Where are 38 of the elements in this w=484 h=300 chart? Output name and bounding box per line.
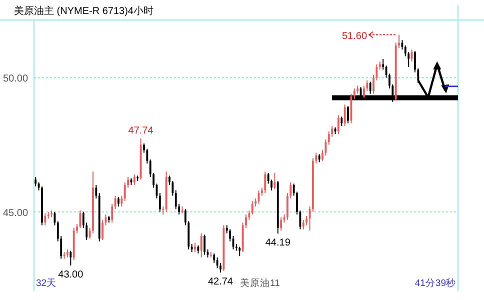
candlestick xyxy=(204,234,206,256)
annotation: 美原油11 xyxy=(240,277,280,289)
candlestick xyxy=(216,256,218,269)
candlestick xyxy=(344,104,346,126)
chart-title: 美原油主 (NYME-R 6713)4小时 xyxy=(14,5,154,17)
candlestick xyxy=(302,219,304,230)
candlestick xyxy=(111,203,114,224)
candlestick xyxy=(200,232,202,258)
annotation: 41分39秒 xyxy=(414,277,456,289)
annotation: 44.19 xyxy=(265,238,291,249)
candlestick xyxy=(158,192,161,212)
candlestick xyxy=(306,215,308,226)
candlestick xyxy=(120,195,123,207)
annotation: 32天 xyxy=(36,278,57,289)
candlestick xyxy=(70,250,72,266)
candlestick xyxy=(340,116,343,126)
candlestick xyxy=(238,246,241,257)
candlestick xyxy=(118,196,120,207)
candlestick xyxy=(213,252,216,264)
annotation: 42.74 xyxy=(208,276,234,288)
candlestick xyxy=(44,212,46,226)
candlestick xyxy=(95,184,98,199)
candlestick xyxy=(274,172,276,190)
candlestick xyxy=(251,200,254,216)
annotation: 43.00 xyxy=(58,270,84,281)
y-tick-label: 45.00 xyxy=(3,208,28,219)
candlestick xyxy=(133,174,136,186)
annotation: 47.74 xyxy=(128,125,154,136)
candlestick xyxy=(34,176,37,187)
y-tick-label: 50.00 xyxy=(3,74,28,85)
candlestick xyxy=(382,58,384,70)
candlestick xyxy=(280,216,282,232)
candlestick xyxy=(347,105,349,124)
candlestick xyxy=(194,242,196,253)
candlestick xyxy=(264,171,266,194)
annotation: 51.60 xyxy=(342,30,368,42)
candlestick xyxy=(353,88,356,100)
candlestick xyxy=(337,114,340,135)
